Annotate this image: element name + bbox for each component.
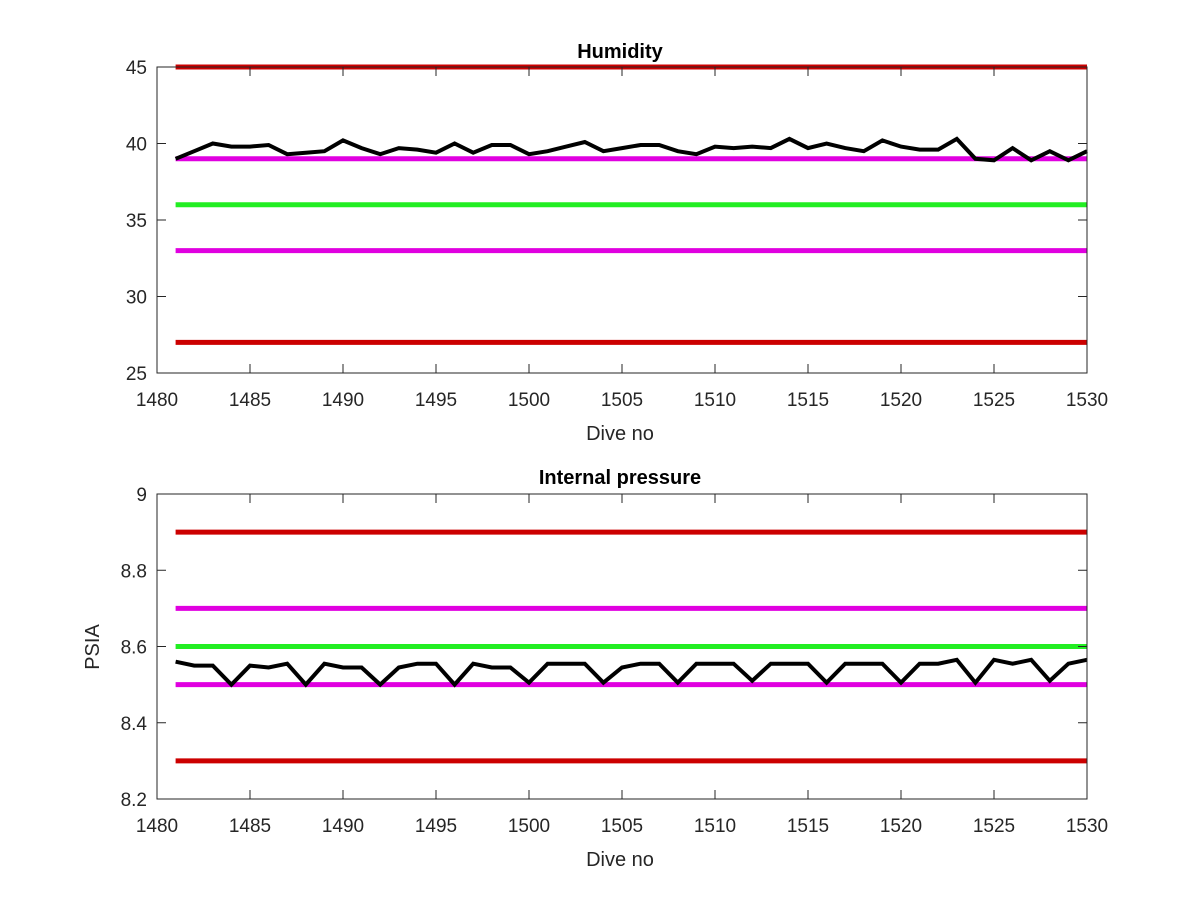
- x-tick-label: 1520: [880, 816, 922, 837]
- series-line-0: [175, 657, 1088, 688]
- x-tick-label: 1490: [322, 816, 364, 837]
- x-tick-label: 1515: [787, 390, 829, 411]
- x-tick-label: 1510: [694, 390, 736, 411]
- x-axis-label: Dive no: [586, 423, 654, 445]
- y-tick-label: 8.2: [121, 790, 147, 811]
- y-tick-label: 45: [126, 58, 147, 79]
- x-tick-label: 1530: [1066, 816, 1108, 837]
- x-axis-label: Dive no: [586, 849, 654, 871]
- internal-pressure-chart: Internal pressure Dive no PSIA 1480 1485 1…: [82, 467, 1108, 871]
- x-tick-label: 1495: [415, 390, 457, 411]
- x-tick-label: 1505: [601, 816, 643, 837]
- x-tick-label: 1480: [136, 390, 178, 411]
- axes-box: [156, 66, 1088, 374]
- x-tick-label: 1510: [694, 816, 736, 837]
- chart-title: Internal pressure: [539, 467, 701, 489]
- series-line-0: [174, 136, 1088, 163]
- x-tick-label: 1525: [973, 390, 1015, 411]
- x-tick-label: 1480: [136, 816, 178, 837]
- x-tick-label: 1505: [601, 390, 643, 411]
- x-tick-label: 1495: [415, 816, 457, 837]
- humidity-chart: Humidity Dive no 1480 1485 1490 1495 1500 150…: [126, 41, 1108, 445]
- x-tick-label: 1490: [322, 390, 364, 411]
- x-tick-label: 1485: [229, 816, 271, 837]
- y-tick-label: 35: [126, 211, 147, 232]
- x-tick-label: 1485: [229, 390, 271, 411]
- x-tick-label: 1525: [973, 816, 1015, 837]
- y-axis-label: PSIA: [82, 624, 104, 670]
- x-tick-label: 1515: [787, 816, 829, 837]
- y-tick-label: 8.4: [121, 714, 148, 735]
- y-tick-label: 40: [126, 135, 147, 156]
- y-tick-label: 30: [126, 288, 147, 309]
- y-tick-label: 9: [136, 485, 147, 506]
- y-tick-label: 25: [126, 364, 147, 385]
- chart-title: Humidity: [577, 41, 663, 63]
- x-tick-label: 1520: [880, 390, 922, 411]
- x-tick-label: 1500: [508, 816, 550, 837]
- y-tick-label: 8.6: [121, 638, 147, 659]
- x-tick-label: 1500: [508, 390, 550, 411]
- y-tick-label: 8.8: [121, 561, 147, 582]
- x-tick-label: 1530: [1066, 390, 1108, 411]
